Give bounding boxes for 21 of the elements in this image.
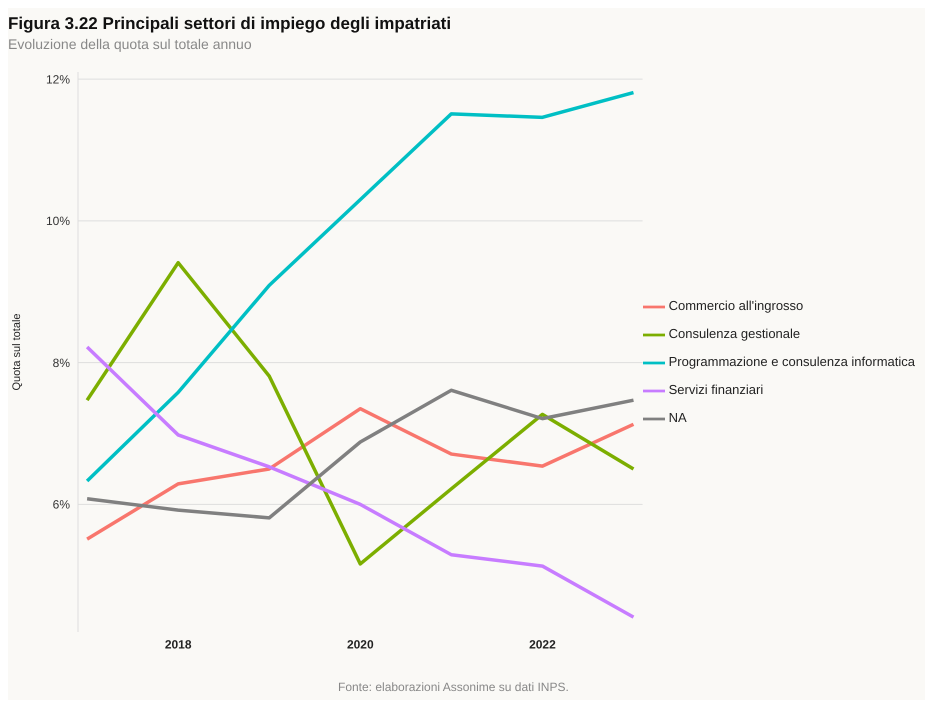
legend-label: NA: [668, 410, 687, 425]
y-tick-label: 10%: [46, 214, 70, 228]
legend-label: Programmazione e consulenza informatica: [668, 354, 915, 369]
line-series: [85, 260, 636, 566]
legend-label: Commercio all'ingrosso: [668, 298, 804, 313]
chart-subtitle: Evoluzione della quota sul totale annuo: [8, 36, 253, 52]
x-tick-label: 2022: [529, 638, 556, 652]
y-tick-label: 6%: [52, 498, 70, 512]
y-tick-label: 8%: [52, 356, 70, 370]
line-series: [85, 90, 636, 483]
line-series: [85, 345, 636, 619]
y-tick-label: 12%: [46, 72, 70, 86]
chart-title: Figura 3.22 Principali settori di impiego degli impatriati: [8, 13, 452, 34]
source-note: Fonte: elaborazioni Assonime su dati INPS.: [338, 680, 569, 694]
x-tick-label: 2018: [164, 638, 192, 652]
legend-label: Servizi finanziari: [668, 382, 764, 397]
legend-label: Consulenza gestionale: [668, 326, 800, 341]
line-series: [85, 406, 636, 541]
x-tick-label: 2020: [346, 638, 374, 652]
line-series: [85, 388, 636, 520]
y-axis-title: Quota sul totale: [10, 313, 23, 391]
